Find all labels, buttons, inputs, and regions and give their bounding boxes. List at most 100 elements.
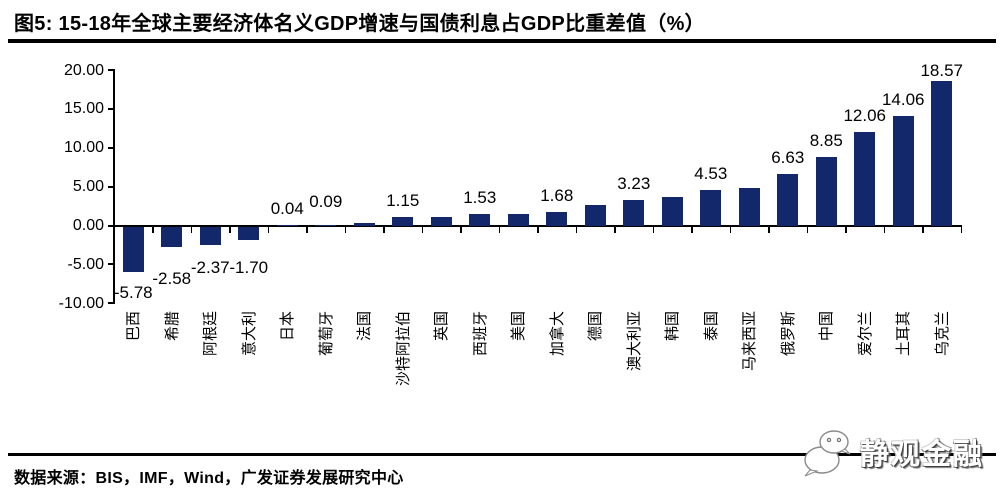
category-tick [691, 226, 693, 233]
category-tick [883, 226, 885, 233]
category-tick [421, 226, 423, 233]
y-axis-line [113, 69, 115, 305]
y-axis-tick [108, 69, 114, 71]
title-divider-line [8, 39, 996, 43]
y-axis-tick-label: 10.00 [63, 139, 104, 157]
bar [584, 204, 606, 226]
bar [546, 212, 568, 226]
bar [931, 81, 953, 226]
category-tick [652, 226, 654, 233]
y-axis-tick-label: -5.00 [67, 255, 104, 273]
category-tick [729, 226, 731, 233]
bar [430, 216, 452, 226]
category-tick [498, 226, 500, 233]
bar [507, 213, 529, 226]
category-tick [922, 226, 924, 233]
footer-divider-line [8, 453, 996, 456]
category-tick [344, 226, 346, 233]
bar [315, 224, 337, 226]
figure-title: 图5: 15-18年全球主要经济体名义GDP增速与国债利息占GDP比重差值（%） [14, 13, 705, 35]
y-axis-tick-label: 0.00 [72, 217, 104, 235]
category-tick [845, 226, 847, 233]
category-tick [190, 226, 192, 233]
y-axis-tick-label: 5.00 [72, 178, 104, 196]
bar [161, 226, 183, 247]
category-label: 西班牙 [471, 311, 489, 357]
category-label: 日本 [279, 311, 297, 342]
bar-value-label: 12.06 [843, 105, 887, 125]
category-tick [383, 226, 385, 233]
category-label: 沙特阿拉伯 [394, 311, 412, 387]
bar [353, 222, 375, 226]
category-tick [306, 226, 308, 233]
category-label: 马来西亚 [741, 311, 759, 372]
bar-value-label: 1.15 [386, 190, 420, 210]
category-label: 韩国 [664, 311, 682, 342]
bar-value-label: 4.53 [694, 164, 728, 184]
bar-chart: 20.00 15.00 10.00 5.00 0.00 -5.00 -10.00 -5.78 巴… [58, 61, 963, 387]
bar-value-label: 0.09 [309, 191, 343, 211]
category-label: 法国 [356, 311, 374, 342]
category-label: 加拿大 [548, 311, 566, 357]
bar-value-label: -2.58 [152, 268, 192, 288]
bar [199, 226, 221, 245]
bar [738, 188, 760, 226]
category-label: 爱尔兰 [856, 311, 874, 357]
bar [122, 226, 144, 272]
bar [623, 200, 645, 226]
bar-value-label: 14.06 [881, 90, 925, 110]
zero-axis-line [113, 224, 962, 227]
bar-value-label: 1.53 [463, 187, 497, 207]
bar [777, 173, 799, 226]
watermark-text: 静观金融 [860, 439, 985, 471]
category-label: 希腊 [163, 311, 181, 342]
data-source: 数据来源：BIS，IMF，Wind，广发证券发展研究中心 [14, 470, 404, 487]
category-label: 德国 [587, 311, 605, 342]
category-label: 澳大利亚 [625, 311, 643, 372]
watermark-logo: 静观金融 [800, 427, 984, 477]
y-axis-tick [108, 263, 114, 266]
bar [661, 197, 683, 226]
bar-value-label: -5.78 [113, 282, 153, 302]
bar [469, 213, 491, 226]
category-tick [113, 226, 115, 233]
bar [892, 116, 914, 226]
category-label: 乌克兰 [933, 311, 951, 357]
category-label: 俄罗斯 [779, 311, 797, 357]
category-tick [806, 226, 808, 233]
bar [392, 216, 414, 226]
category-label: 意大利 [240, 311, 258, 357]
bar [238, 226, 260, 240]
bar-value-label: 3.23 [617, 174, 651, 194]
category-tick [614, 226, 616, 233]
y-axis-tick [108, 224, 114, 227]
y-axis-tick [108, 185, 114, 188]
category-tick [229, 226, 231, 233]
y-axis-tick-label: 15.00 [63, 100, 104, 118]
bar [815, 156, 837, 226]
bar-value-label: 1.68 [540, 186, 574, 206]
bar-value-label: 0.04 [270, 199, 304, 219]
bar-value-label: -2.37 [190, 257, 230, 277]
category-label: 阿根廷 [202, 311, 220, 357]
category-label: 泰国 [702, 311, 720, 342]
category-tick [575, 226, 577, 233]
category-tick [537, 226, 539, 233]
y-axis-tick [108, 146, 114, 149]
y-axis-tick [108, 107, 114, 110]
category-label: 美国 [510, 311, 528, 342]
bar-value-label: 8.85 [809, 130, 843, 150]
category-tick [768, 226, 770, 233]
category-label: 葡萄牙 [317, 311, 335, 357]
y-axis-tick-label: 20.00 [63, 61, 104, 79]
category-label: 巴西 [125, 311, 143, 342]
bar-value-label: -1.70 [229, 257, 269, 277]
category-tick [267, 226, 269, 233]
category-tick [152, 226, 154, 233]
bar [700, 190, 722, 226]
bar-value-label: 6.63 [771, 147, 805, 167]
y-axis-tick-label: -10.00 [58, 294, 104, 312]
y-axis-tick [108, 302, 114, 305]
category-tick [460, 226, 462, 233]
